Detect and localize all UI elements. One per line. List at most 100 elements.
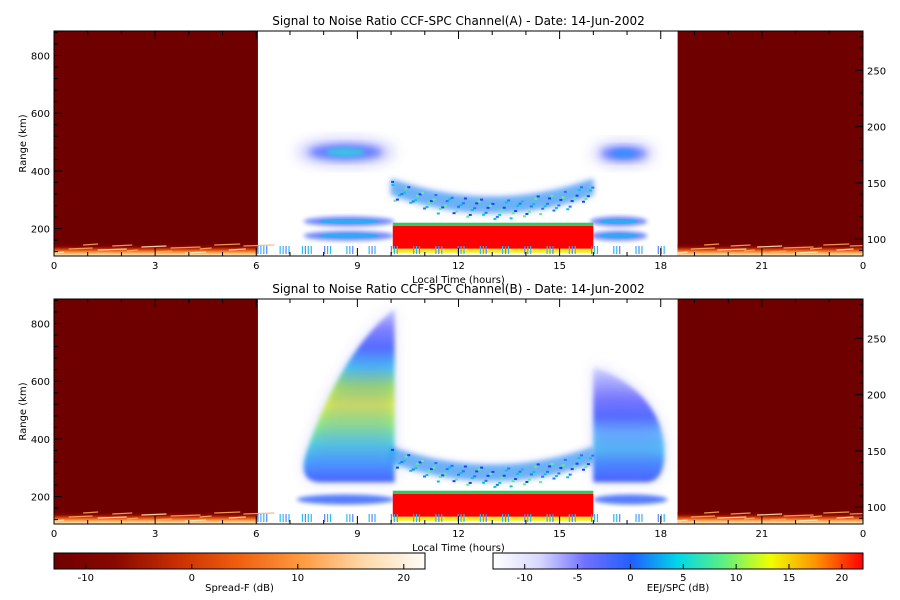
- echo-speckle: [421, 459, 425, 462]
- echo-speckle: [459, 204, 463, 207]
- echo-speckle: [461, 202, 465, 205]
- plume-halo: [593, 366, 665, 483]
- x-tick-label: 21: [756, 529, 769, 540]
- echo-speckle: [511, 480, 515, 483]
- spread-f-streak: [717, 248, 747, 251]
- colorbar-tick-label: 10: [730, 573, 743, 584]
- echo-speckle: [491, 470, 495, 473]
- spread-f-streak: [809, 515, 823, 518]
- y2-tick-label: 200: [867, 391, 886, 402]
- spread-f-streak: [214, 243, 241, 246]
- y2-tick-label: 250: [867, 66, 886, 77]
- spread-f-streak: [717, 516, 747, 519]
- spread-f-streak: [836, 516, 854, 519]
- echo-speckle: [452, 212, 456, 215]
- echo-speckle: [443, 204, 447, 207]
- colorbar-spread-f: -10 0 10 20 Spread-F (dB): [53, 552, 426, 594]
- echo-speckle: [436, 480, 440, 483]
- x-tick-label: 3: [152, 261, 158, 272]
- echo-speckle: [570, 468, 574, 471]
- echo-speckle: [418, 461, 422, 464]
- echo-speckle: [546, 470, 550, 473]
- f-region-echo: [296, 139, 395, 166]
- spread-f-streak: [68, 247, 93, 250]
- f-region-plume: [593, 366, 668, 505]
- colorbar-tick-label: 15: [783, 573, 796, 584]
- echo-speckle: [588, 189, 592, 192]
- spread-f-streak: [112, 512, 133, 515]
- echo-speckle: [509, 217, 513, 220]
- echo-speckle: [425, 474, 429, 477]
- echo-speckle: [534, 465, 538, 468]
- echo-speckle: [498, 481, 502, 484]
- spread-f-streak: [155, 250, 173, 253]
- echo-speckle: [448, 198, 452, 201]
- echo-speckle: [591, 454, 595, 457]
- echo-speckle: [475, 202, 479, 205]
- spread-f-streak: [54, 519, 65, 522]
- echo-speckle: [391, 180, 395, 183]
- echo-speckle: [559, 466, 563, 469]
- colorbar-eej-spc: -10 -5 0 5 10 15 20 EEJ/SPC (dB): [492, 552, 864, 594]
- spread-f-streak: [770, 518, 787, 521]
- eej-echo: [392, 490, 594, 521]
- plume-base-band: [296, 494, 395, 505]
- x-tick-label: 18: [654, 261, 667, 272]
- echo-speckle: [402, 459, 406, 462]
- echo-speckle: [391, 452, 395, 455]
- echo-speckle: [407, 186, 411, 189]
- echo-speckle: [391, 448, 395, 451]
- y2-tick-label: 150: [867, 179, 886, 190]
- echo-speckle: [421, 191, 425, 194]
- eej-core: [392, 225, 594, 249]
- echo-speckle: [429, 468, 433, 471]
- echo-speckle: [438, 207, 442, 210]
- echo-speckle: [573, 465, 577, 468]
- echo-speckle: [448, 466, 452, 469]
- echo-speckle: [463, 197, 467, 200]
- echo-speckle: [454, 210, 458, 213]
- e-region-core: [599, 218, 638, 224]
- echo-speckle: [434, 194, 438, 197]
- spread-f-streak: [783, 514, 814, 517]
- spread-f-streak: [809, 247, 823, 250]
- echo-speckle: [468, 481, 472, 484]
- echo-speckle: [588, 457, 592, 460]
- echo-speckle: [575, 194, 579, 197]
- spread-f-streak: [677, 251, 688, 254]
- echo-speckle: [414, 199, 418, 202]
- echo-speckle: [495, 215, 499, 218]
- echo-speckle: [486, 474, 490, 477]
- echo-speckle: [591, 186, 595, 189]
- colorbar-tick-label: -10: [517, 573, 533, 584]
- echo-speckle: [423, 475, 427, 478]
- spread-f-streak: [823, 511, 850, 514]
- echo-speckle: [568, 205, 572, 208]
- echo-speckle: [425, 206, 429, 209]
- echo-speckle: [473, 207, 477, 210]
- x-tick-label: 0: [51, 261, 57, 272]
- eej-top-edge: [392, 490, 594, 494]
- spread-f-streak: [155, 518, 173, 521]
- echo-speckle: [586, 463, 590, 466]
- echo-speckle: [541, 207, 545, 210]
- echo-speckle: [411, 200, 415, 203]
- spread-f-background: [54, 299, 258, 524]
- echo-speckle: [450, 196, 454, 199]
- echo-speckle: [500, 208, 504, 211]
- spread-f-streak: [796, 251, 818, 254]
- echo-speckle: [427, 201, 431, 204]
- echo-speckle: [548, 197, 552, 200]
- colorbar-tick-label: 5: [680, 573, 686, 584]
- colorbar-tick-label: -5: [573, 573, 583, 584]
- echo-speckle: [570, 200, 574, 203]
- spread-f-streak: [68, 515, 93, 518]
- echo-speckle: [461, 470, 465, 473]
- echo-speckle: [457, 205, 461, 208]
- spread-f-streak: [126, 517, 138, 520]
- spread-f-streak: [743, 517, 755, 520]
- echo-150km: [391, 446, 595, 488]
- colorbar-label: Spread-F (dB): [205, 583, 274, 594]
- echo-speckle: [407, 454, 411, 457]
- echo-speckle: [397, 462, 401, 465]
